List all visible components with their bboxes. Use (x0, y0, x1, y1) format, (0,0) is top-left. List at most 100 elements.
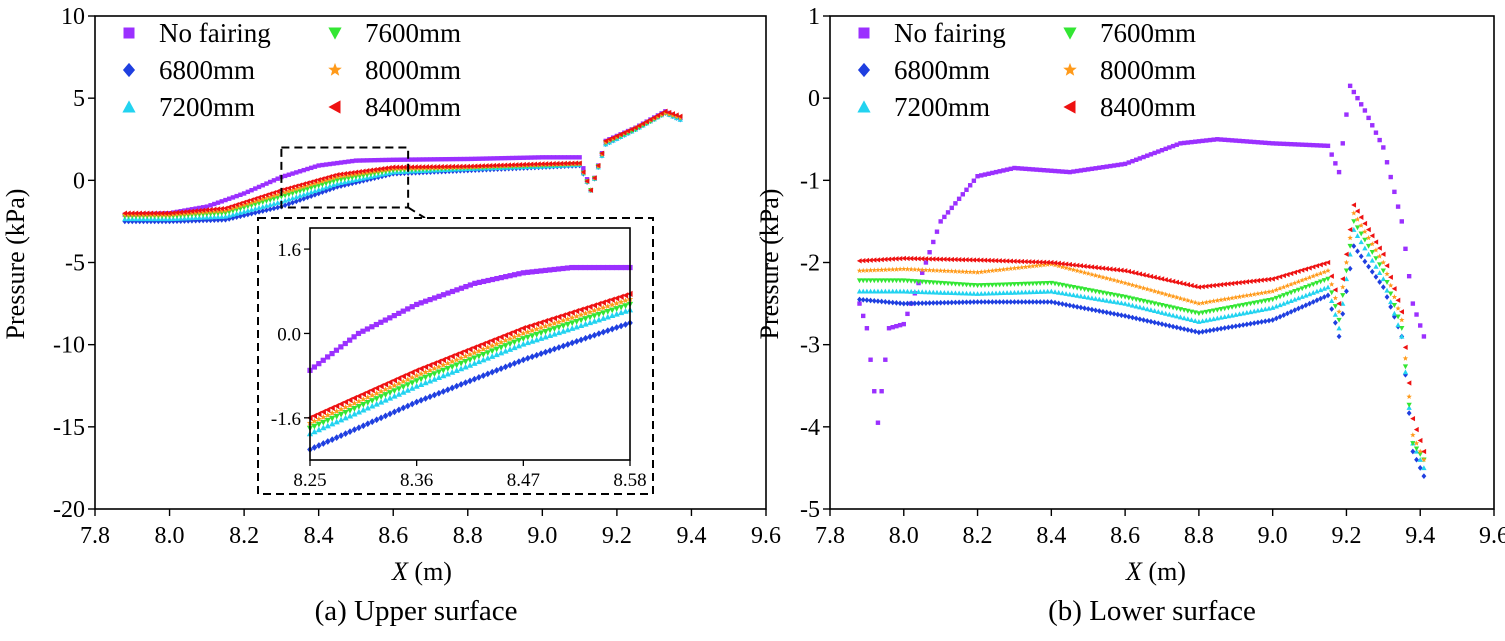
a-inset-point-7200mm (422, 379, 429, 386)
b-point-7600mm (1122, 294, 1128, 300)
b-point-8000mm (967, 269, 973, 275)
b-point-8400mm (1343, 251, 1349, 257)
b-point-8400mm (1273, 275, 1279, 281)
b-point-7600mm (1078, 286, 1084, 292)
b-point-6800mm (927, 300, 933, 306)
b-point-7200mm (1225, 313, 1232, 319)
a-legend-item-7600mm: 7600mm (328, 18, 461, 48)
b-point-8400mm (1089, 264, 1095, 270)
b-point-7600mm (1188, 309, 1195, 315)
a-point-no-fairing (391, 157, 396, 162)
a-inset-point-no-fairing (409, 304, 415, 310)
a-point-no-fairing (215, 200, 221, 205)
b-point-7600mm (1111, 292, 1117, 298)
b-point-7200mm (1354, 233, 1361, 238)
a-inset-point-no-fairing (564, 265, 571, 271)
a-point-6800mm (241, 212, 247, 219)
a-point-8000mm (330, 175, 337, 181)
b-point-7600mm (1258, 299, 1265, 305)
a-inset-point-8000mm (591, 307, 598, 314)
a-point-no-fairing (536, 155, 541, 160)
b-point-7600mm (1059, 282, 1066, 288)
b-point-8400mm (1188, 282, 1194, 289)
a-point-8400mm (550, 161, 556, 167)
b-point-8400mm (1015, 258, 1021, 265)
a-point-8400mm (345, 170, 351, 176)
a-inset-point-no-fairing (405, 306, 411, 312)
b-point-6800mm (1089, 306, 1095, 313)
a-legend-label: 7600mm (365, 18, 461, 48)
a-inset-point-6800mm (493, 366, 500, 374)
b-point-7600mm (1118, 294, 1125, 299)
a-point-no-fairing (230, 195, 236, 200)
a-point-8400mm (245, 198, 251, 204)
a-point-no-fairing (212, 201, 217, 207)
b-point-7600mm (901, 278, 907, 284)
b-point-8400mm (1247, 278, 1253, 285)
b-point-no-fairing (1303, 142, 1309, 148)
a-inset-point-8400mm (542, 317, 549, 325)
b-point-8000mm (1052, 262, 1058, 268)
a-legend-marker-7200mm (122, 100, 136, 113)
a-point-no-fairing (223, 197, 228, 203)
b-point-7200mm (1163, 310, 1169, 316)
a-inset-point-8400mm (377, 383, 384, 390)
a-inset-point-8000mm (453, 356, 460, 363)
b-point-no-fairing (1178, 141, 1183, 146)
b-point-8000mm (1185, 297, 1191, 303)
b-point-no-fairing (1056, 169, 1061, 174)
a-point-no-fairing (253, 186, 258, 191)
b-point-6800mm (1340, 310, 1346, 317)
b-point-6800mm (1307, 300, 1312, 307)
a-point-no-fairing (409, 157, 415, 162)
a-inset-point-no-fairing (449, 288, 456, 295)
a-point-6800mm (334, 184, 340, 190)
a-inset-point-7200mm (457, 365, 465, 372)
b-point-7200mm (864, 288, 870, 294)
a-point-8400mm (651, 114, 657, 121)
b-point-6800mm (1222, 325, 1228, 331)
b-point-6800mm (1310, 299, 1316, 305)
a-legend-marker-7600mm (328, 27, 342, 40)
panel-b: 7.8 8.0 8.2 8.4 8.6 8.8 9.0 9.2 9.4 9.6-5-4-3-2-1… (755, 4, 1505, 627)
a-point-8000mm (219, 208, 225, 214)
a-inset-point-7600mm (489, 348, 496, 355)
a-inset-point-no-fairing (525, 269, 531, 275)
a-point-6800mm (144, 218, 150, 225)
b-legend-label: 8400mm (1100, 92, 1196, 122)
a-inset-point-8000mm (533, 325, 540, 332)
b-point-6800mm (857, 296, 862, 303)
b-point-6800mm (1277, 313, 1283, 320)
a-inset-point-no-fairing (472, 280, 478, 286)
a-inset-point-8400mm (400, 373, 406, 380)
b-point-no-fairing (1255, 140, 1261, 145)
b-point-8400mm (941, 256, 947, 262)
a-legend-label: 8400mm (365, 92, 461, 122)
b-point-8400mm (1085, 263, 1091, 270)
a-inset-point-no-fairing (391, 313, 397, 319)
a-point-8400mm (528, 161, 534, 167)
a-point-8400mm (573, 160, 579, 166)
b-point-no-fairing (1266, 140, 1272, 146)
a-point-no-fairing (476, 156, 482, 161)
a-inset-point-6800mm (471, 375, 478, 383)
a-point-8400mm (271, 189, 277, 196)
b-point-no-fairing (1122, 161, 1128, 167)
b-point-7200mm (1299, 294, 1305, 299)
a-legend-label: 6800mm (159, 55, 255, 85)
b-point-6800mm (893, 300, 899, 306)
a-inset-point-8000mm (449, 358, 456, 365)
a-point-no-fairing (562, 155, 567, 160)
b-point-6800mm (1133, 315, 1139, 322)
b-point-7600mm (1085, 287, 1091, 293)
b-point-7200mm (860, 288, 866, 294)
a-point-8400mm (185, 208, 191, 215)
a-ytick-label: -10 (53, 333, 85, 359)
a-xtick-label: 7.8 (80, 523, 110, 549)
b-point-8000mm (1258, 290, 1265, 296)
a-point-no-fairing (540, 155, 545, 160)
a-zoom-region (280, 146, 410, 209)
b-point-6800mm (938, 299, 944, 306)
b-point-6800mm (1015, 299, 1021, 305)
a-point-8400mm (263, 192, 269, 198)
